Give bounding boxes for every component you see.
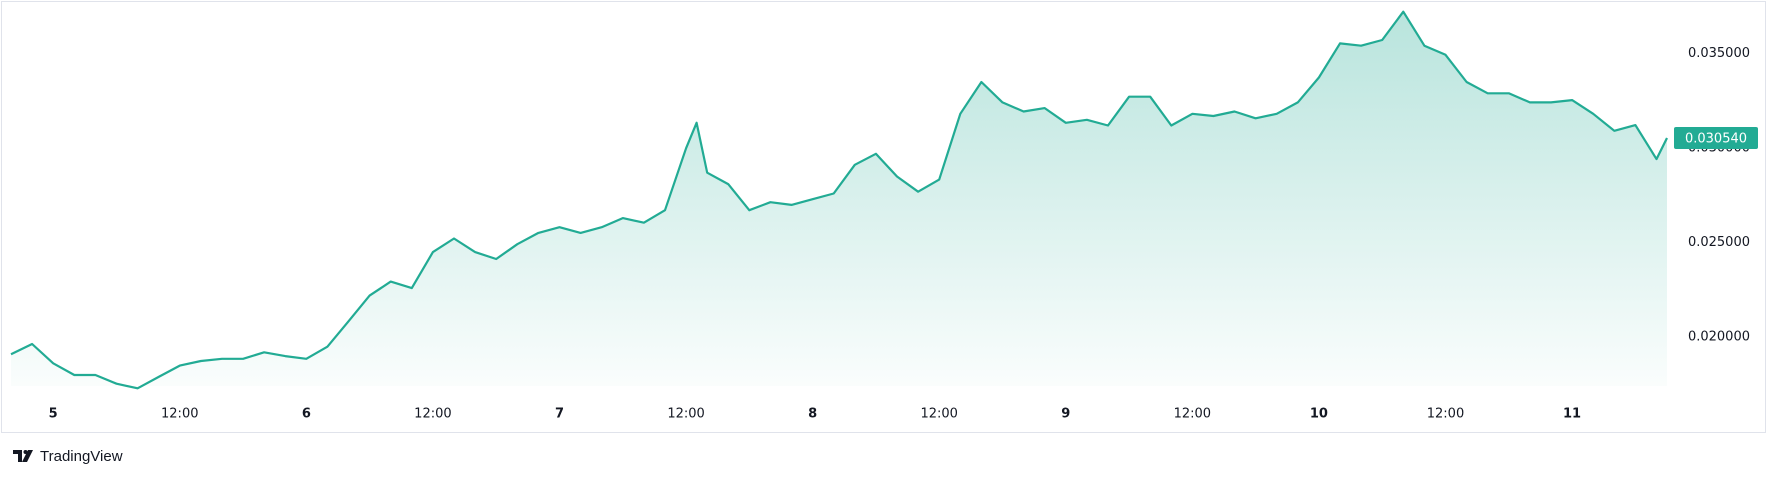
x-tick-label: 5 [49, 407, 58, 422]
x-tick-label: 8 [808, 407, 817, 422]
x-tick-label: 9 [1061, 407, 1070, 422]
x-tick-label: 6 [302, 407, 311, 422]
price-line [10, 10, 1668, 390]
x-tick-label: 12:00 [667, 407, 704, 422]
last-price-label: 0.030540 [1685, 131, 1747, 146]
y-tick-label: 0.025000 [1688, 235, 1750, 250]
frame [1, 1, 1766, 433]
x-tick-label: 10 [1310, 407, 1328, 422]
x-tick-label: 12:00 [161, 407, 198, 422]
y-tick-label: 0.035000 [1688, 46, 1750, 61]
x-tick-label: 12:00 [1174, 407, 1211, 422]
x-tick-label: 12:00 [414, 407, 451, 422]
last-price-badge [1674, 126, 1758, 149]
x-tick-label: 12:00 [1427, 407, 1464, 422]
x-tick-label: 11 [1563, 407, 1581, 422]
logo [13, 450, 33, 462]
x-tick-label: 12:00 [920, 407, 957, 422]
branding: TradingView [40, 448, 123, 465]
y-tick-label: 0.020000 [1688, 330, 1750, 345]
area-fill [11, 11, 1667, 389]
x-tick-label: 7 [555, 407, 564, 422]
